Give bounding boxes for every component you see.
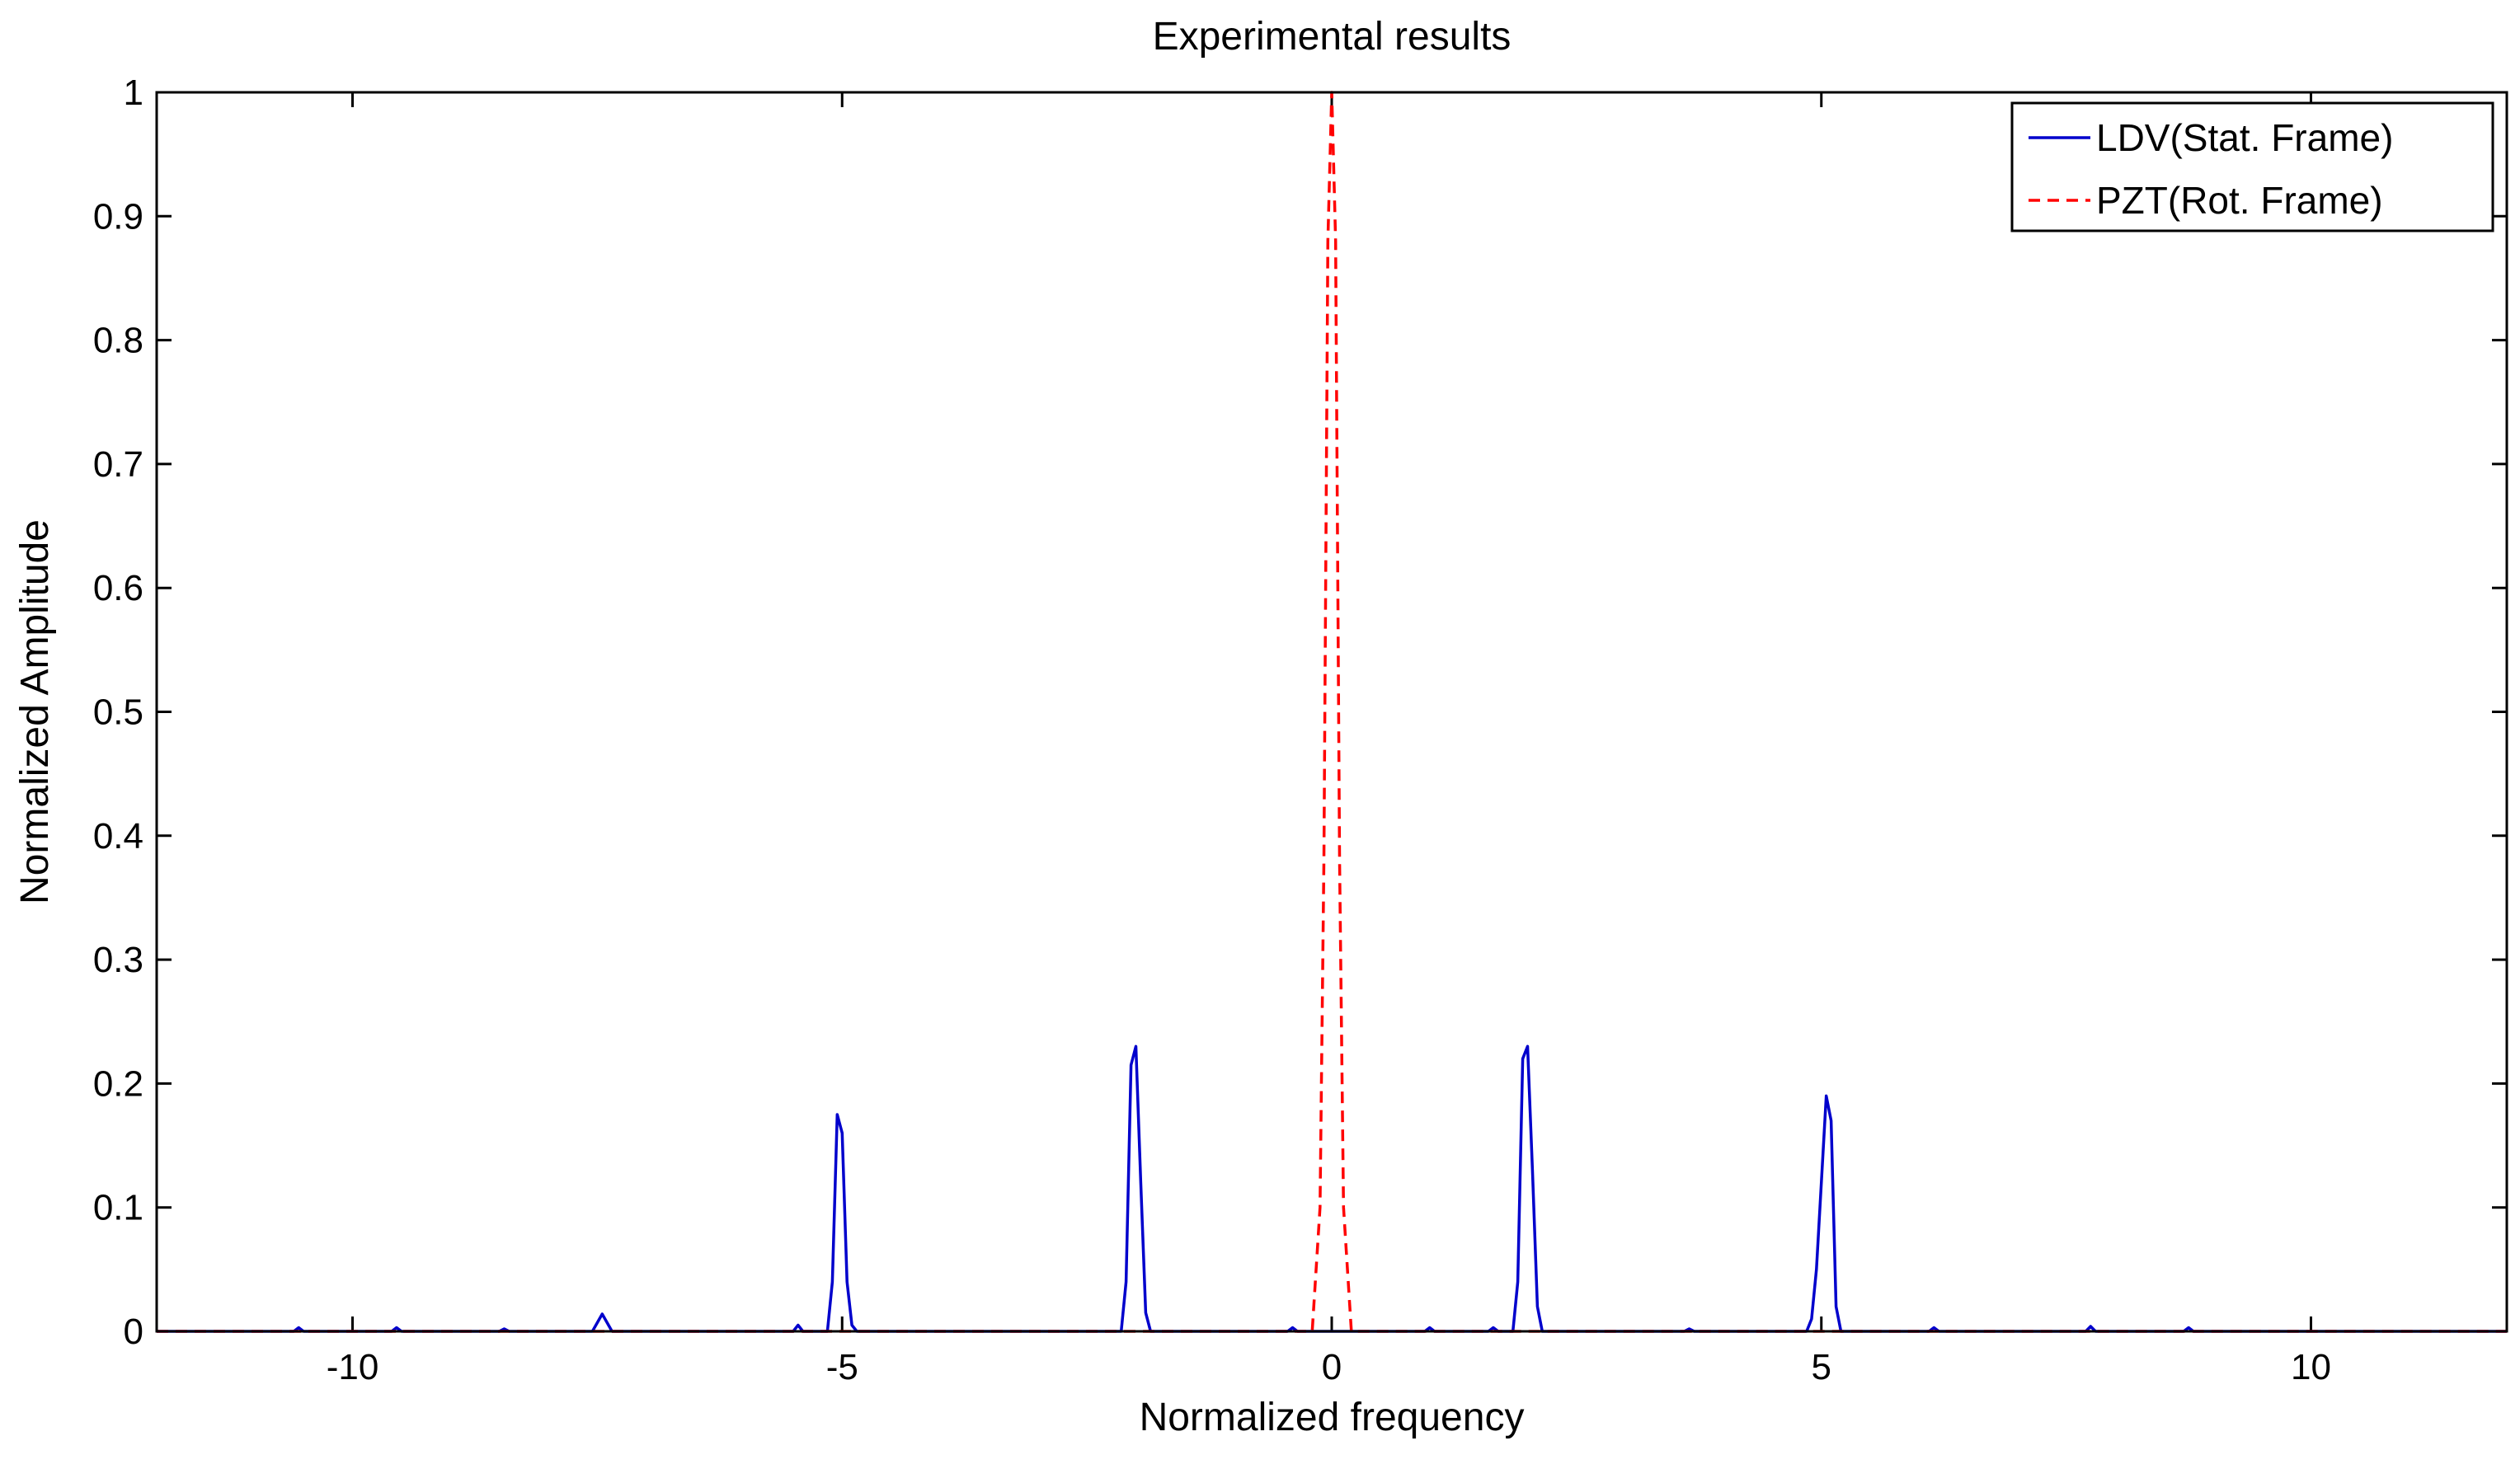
series-line-ldv [157, 1044, 2507, 1333]
y-tick-label: 0.5 [93, 692, 143, 733]
series-line-pzt [157, 91, 2507, 1333]
y-tick-label: 0.3 [93, 940, 143, 980]
axis-ticks: -10 -5 0 5 10 0 0.1 0.2 0.3 0.4 0.5 0.6 0.7 0.8 0.9 1 [93, 73, 2507, 1387]
legend-label-pzt: PZT(Rot. Frame) [2096, 179, 2383, 222]
y-tick-label: 1 [124, 73, 143, 113]
x-axis-label: Normalized frequency [1140, 1396, 1525, 1439]
chart-title: Experimental results [1153, 15, 1512, 59]
y-tick-label: 0.8 [93, 321, 143, 361]
x-tick-label: 0 [1322, 1347, 1342, 1387]
legend-label-ldv: LDV(Stat. Frame) [2096, 116, 2393, 159]
y-tick-label: 0.9 [93, 196, 143, 237]
y-tick-label: 0.6 [93, 568, 143, 608]
x-tick-label: 5 [1812, 1347, 1831, 1387]
x-tick-label: 10 [2291, 1347, 2331, 1387]
y-tick-label: 0 [124, 1312, 143, 1352]
plot-frame [155, 91, 2508, 1333]
y-tick-label: 0.7 [93, 444, 143, 485]
x-tick-label: -10 [327, 1347, 379, 1387]
legend-box [2010, 101, 2494, 232]
y-tick-label: 0.1 [93, 1188, 143, 1228]
y-tick-label: 0.2 [93, 1063, 143, 1104]
x-tick-label: -5 [826, 1347, 858, 1387]
y-axis-label: Normalized Amplitude [13, 519, 57, 904]
y-tick-label: 0.4 [93, 816, 143, 857]
legend: LDV(Stat. Frame) PZT(Rot. Frame) [2010, 101, 2494, 232]
plot-series [157, 91, 2507, 1333]
